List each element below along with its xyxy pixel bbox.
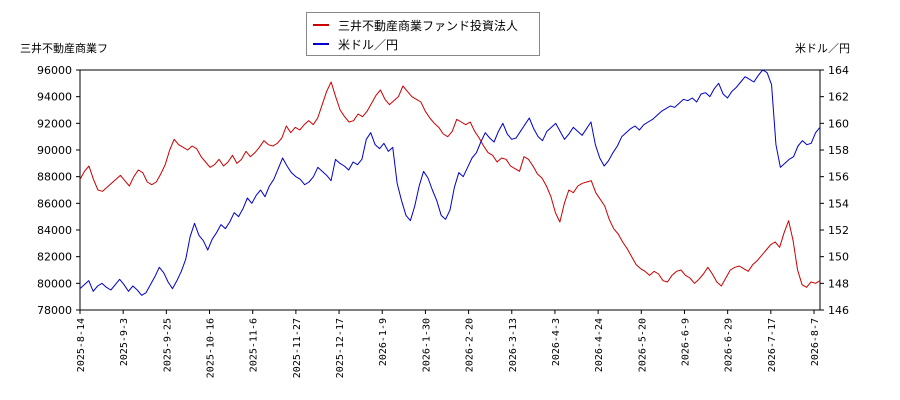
left-axis: 78000 80000 82000 84000 86000 88000 90000 92000… (37, 64, 80, 317)
x-tick-label: 2026-6-29 (724, 318, 735, 372)
legend-label-fund: 三井不動産商業ファンド投資法人 (338, 18, 519, 33)
series-lines (79, 69, 821, 296)
x-tick-label: 2025-11-27 (292, 318, 303, 378)
legend: 三井不動産商業ファンド投資法人 米ドル／円 (306, 12, 540, 56)
left-tick-label: 96000 (37, 64, 72, 77)
x-tick-label: 2025-8-14 (76, 318, 87, 372)
left-axis-title: 三井不動産商業フ (20, 42, 108, 55)
right-tick-label: 148 (828, 277, 849, 290)
x-tick-label: 2026-7-17 (767, 318, 778, 372)
x-tick-label: 2026-6-9 (680, 318, 691, 366)
x-tick-label: 2026-3-13 (508, 318, 519, 372)
fund-price-line (79, 81, 821, 288)
x-tick-label: 2026-4-3 (551, 318, 562, 366)
x-tick-label: 2026-5-20 (637, 318, 648, 372)
x-tick-label: 2025-9-3 (119, 318, 130, 366)
x-tick-label: 2025-11-6 (249, 318, 260, 372)
left-tick-label: 90000 (37, 144, 72, 157)
usdjpy-line (79, 69, 821, 296)
x-tick-label: 2026-2-20 (465, 318, 476, 372)
plot-area (79, 69, 821, 311)
right-tick-label: 150 (828, 251, 849, 264)
x-tick-label: 2025-12-17 (335, 318, 346, 378)
left-tick-label: 92000 (37, 117, 72, 130)
left-tick-label: 84000 (37, 224, 72, 237)
x-axis: 2025-8-14 2025-9-3 2025-9-25 2025-10-16 2025… (76, 310, 821, 378)
x-tick-label: 2026-8-7 (810, 318, 821, 366)
left-tick-label: 82000 (37, 251, 72, 264)
x-tick-label: 2026-1-30 (421, 318, 432, 372)
right-tick-label: 160 (828, 117, 849, 130)
left-tick-label: 94000 (37, 91, 72, 104)
legend-swatch-blue (313, 43, 329, 45)
right-tick-label: 158 (828, 144, 849, 157)
right-tick-label: 156 (828, 171, 849, 184)
legend-item-fund: 三井不動産商業ファンド投資法人 (313, 16, 518, 34)
legend-swatch-red (313, 24, 329, 26)
x-tick-label: 2025-10-16 (206, 318, 217, 378)
legend-label-usdjpy: 米ドル／円 (338, 37, 399, 52)
left-tick-label: 78000 (37, 304, 72, 317)
right-tick-label: 162 (828, 91, 849, 104)
right-tick-label: 164 (828, 64, 849, 77)
x-tick-label: 2026-4-24 (594, 318, 605, 372)
right-tick-label: 146 (828, 304, 849, 317)
left-tick-label: 80000 (37, 277, 72, 290)
x-tick-label: 2026-1-9 (378, 318, 389, 366)
right-tick-label: 154 (828, 197, 849, 210)
right-axis-title: 米ドル／円 (795, 42, 850, 55)
left-tick-label: 86000 (37, 197, 72, 210)
left-tick-label: 88000 (37, 171, 72, 184)
right-axis: 146 148 150 152 154 156 158 160 162 164 (820, 64, 849, 317)
x-tick-label: 2025-9-25 (162, 318, 173, 372)
right-tick-label: 152 (828, 224, 849, 237)
legend-item-usdjpy: 米ドル／円 (313, 35, 398, 53)
